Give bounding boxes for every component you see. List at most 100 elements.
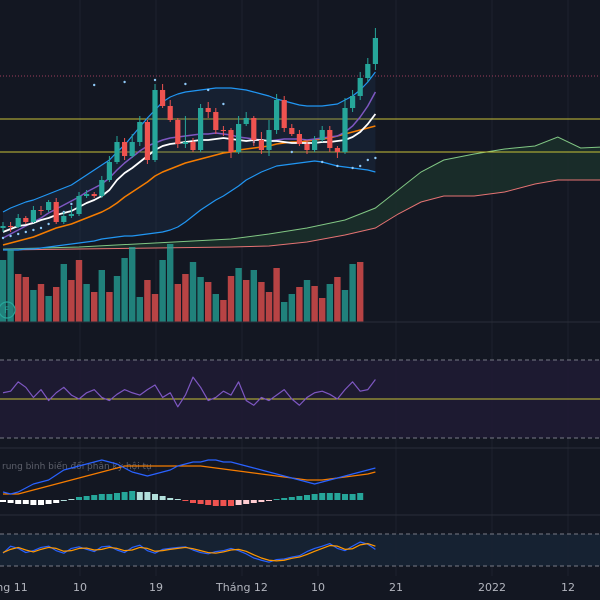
volume-bar [265,292,273,322]
macd-hist-bar [68,499,75,500]
cloud-lower-line [2,179,600,251]
macd-hist-bar [319,493,326,500]
horizontal-levels[interactable] [0,75,600,153]
macd-hist-bar [136,492,143,500]
candle-body [205,108,211,112]
volume-bar [349,264,356,322]
rsi-panel[interactable] [0,359,600,439]
volume-bar [303,280,311,322]
volume-bar [357,262,364,322]
macd-hist-bar [7,500,14,503]
volume-bar [197,277,204,322]
macd-hist-bar [258,500,265,502]
candle-body [114,142,120,162]
candle-body [122,142,128,156]
macd-hist-bar [266,500,272,501]
candle-body [99,180,105,196]
psar-dot [9,234,12,238]
macd-hist-bar [15,500,22,504]
psar-dot [336,164,339,168]
macd-hist-bar [357,493,364,500]
candle-body [296,134,302,144]
macd-hist-bar [273,499,280,500]
candle-body [334,148,340,152]
psar-dot [153,78,157,82]
volume-bar [30,290,37,322]
macd-hist-bar [45,500,52,504]
cloud-fill [3,137,600,250]
badge-circle-icon[interactable] [0,301,16,319]
macd-hist-bar [228,500,234,506]
macd-hist-bar [296,496,303,500]
volume-bar [311,286,318,322]
candle-body [144,122,150,160]
volume-bar [113,276,121,322]
macd-hist-bar [167,498,174,500]
macd-hist-bar [212,500,219,506]
macd-hist-bar [220,500,227,506]
macd-hist-bar [38,500,44,505]
volume-bar [60,264,67,322]
psar-dot [70,202,73,206]
psar-dot [32,228,35,232]
candle-body [38,210,44,211]
macd-main-line [2,459,376,495]
candle-body [327,130,333,148]
candle-body [175,120,181,144]
candlesticks[interactable] [0,28,378,232]
time-axis[interactable]: ng 11 10 19 Tháng 12 10 21 2022 12 [0,581,575,594]
candle-body [106,162,112,180]
candle-body [76,196,82,214]
candle-body [281,100,287,128]
volume-bar [288,294,295,322]
macd-hist-bar [174,499,181,500]
x-axis-tick-label: ng 11 [0,581,28,594]
macd-hist-bar [334,493,341,500]
volume-bar [174,284,181,322]
macd-hist-bar [349,494,356,500]
macd-hist-bar [0,500,6,502]
price-panel[interactable] [0,28,600,251]
macd-panel[interactable]: rung bình biến đổi phân kỳ hội tụ [0,459,376,506]
candle-body [68,214,74,216]
macd-hist-bar [76,497,82,500]
volume-bar [281,302,288,322]
volume-bar [91,292,98,322]
volume-bar [250,270,257,322]
x-axis-tick-label: 12 [561,581,575,594]
candle-body [289,128,295,134]
stoch-panel[interactable] [0,533,600,567]
volume-bar [212,294,219,322]
macd-hist-bar [235,500,242,505]
candle-body [304,144,310,150]
volume-bar [106,292,113,322]
volume-bar [220,300,227,322]
x-axis-tick-label: 10 [73,581,87,594]
candle-body [266,130,272,150]
candle-body [137,122,143,142]
psar-dot [47,222,50,226]
macd-hist-bar [159,496,166,500]
macd-hist-bar [288,497,295,500]
volume-bar [15,274,22,322]
psar-dot [351,166,354,170]
candle-body [274,100,280,130]
candle-body [152,90,158,160]
candle-body [357,78,363,96]
volume-bar [45,296,52,322]
macd-signal-line [3,465,376,495]
macd-hist-bar [53,500,60,503]
macd-hist-bar [144,492,151,500]
macd-hist-bar [129,491,136,500]
volume-panel[interactable]: F [0,244,364,322]
macd-hist-bar [197,500,204,504]
volume-bar [182,274,189,322]
psar-dot [17,232,20,236]
financial-badge[interactable]: F [0,301,16,319]
candle-body [251,118,257,140]
stoch-d-line [2,542,376,562]
psar-dot [1,236,5,240]
volume-bar [68,280,75,322]
